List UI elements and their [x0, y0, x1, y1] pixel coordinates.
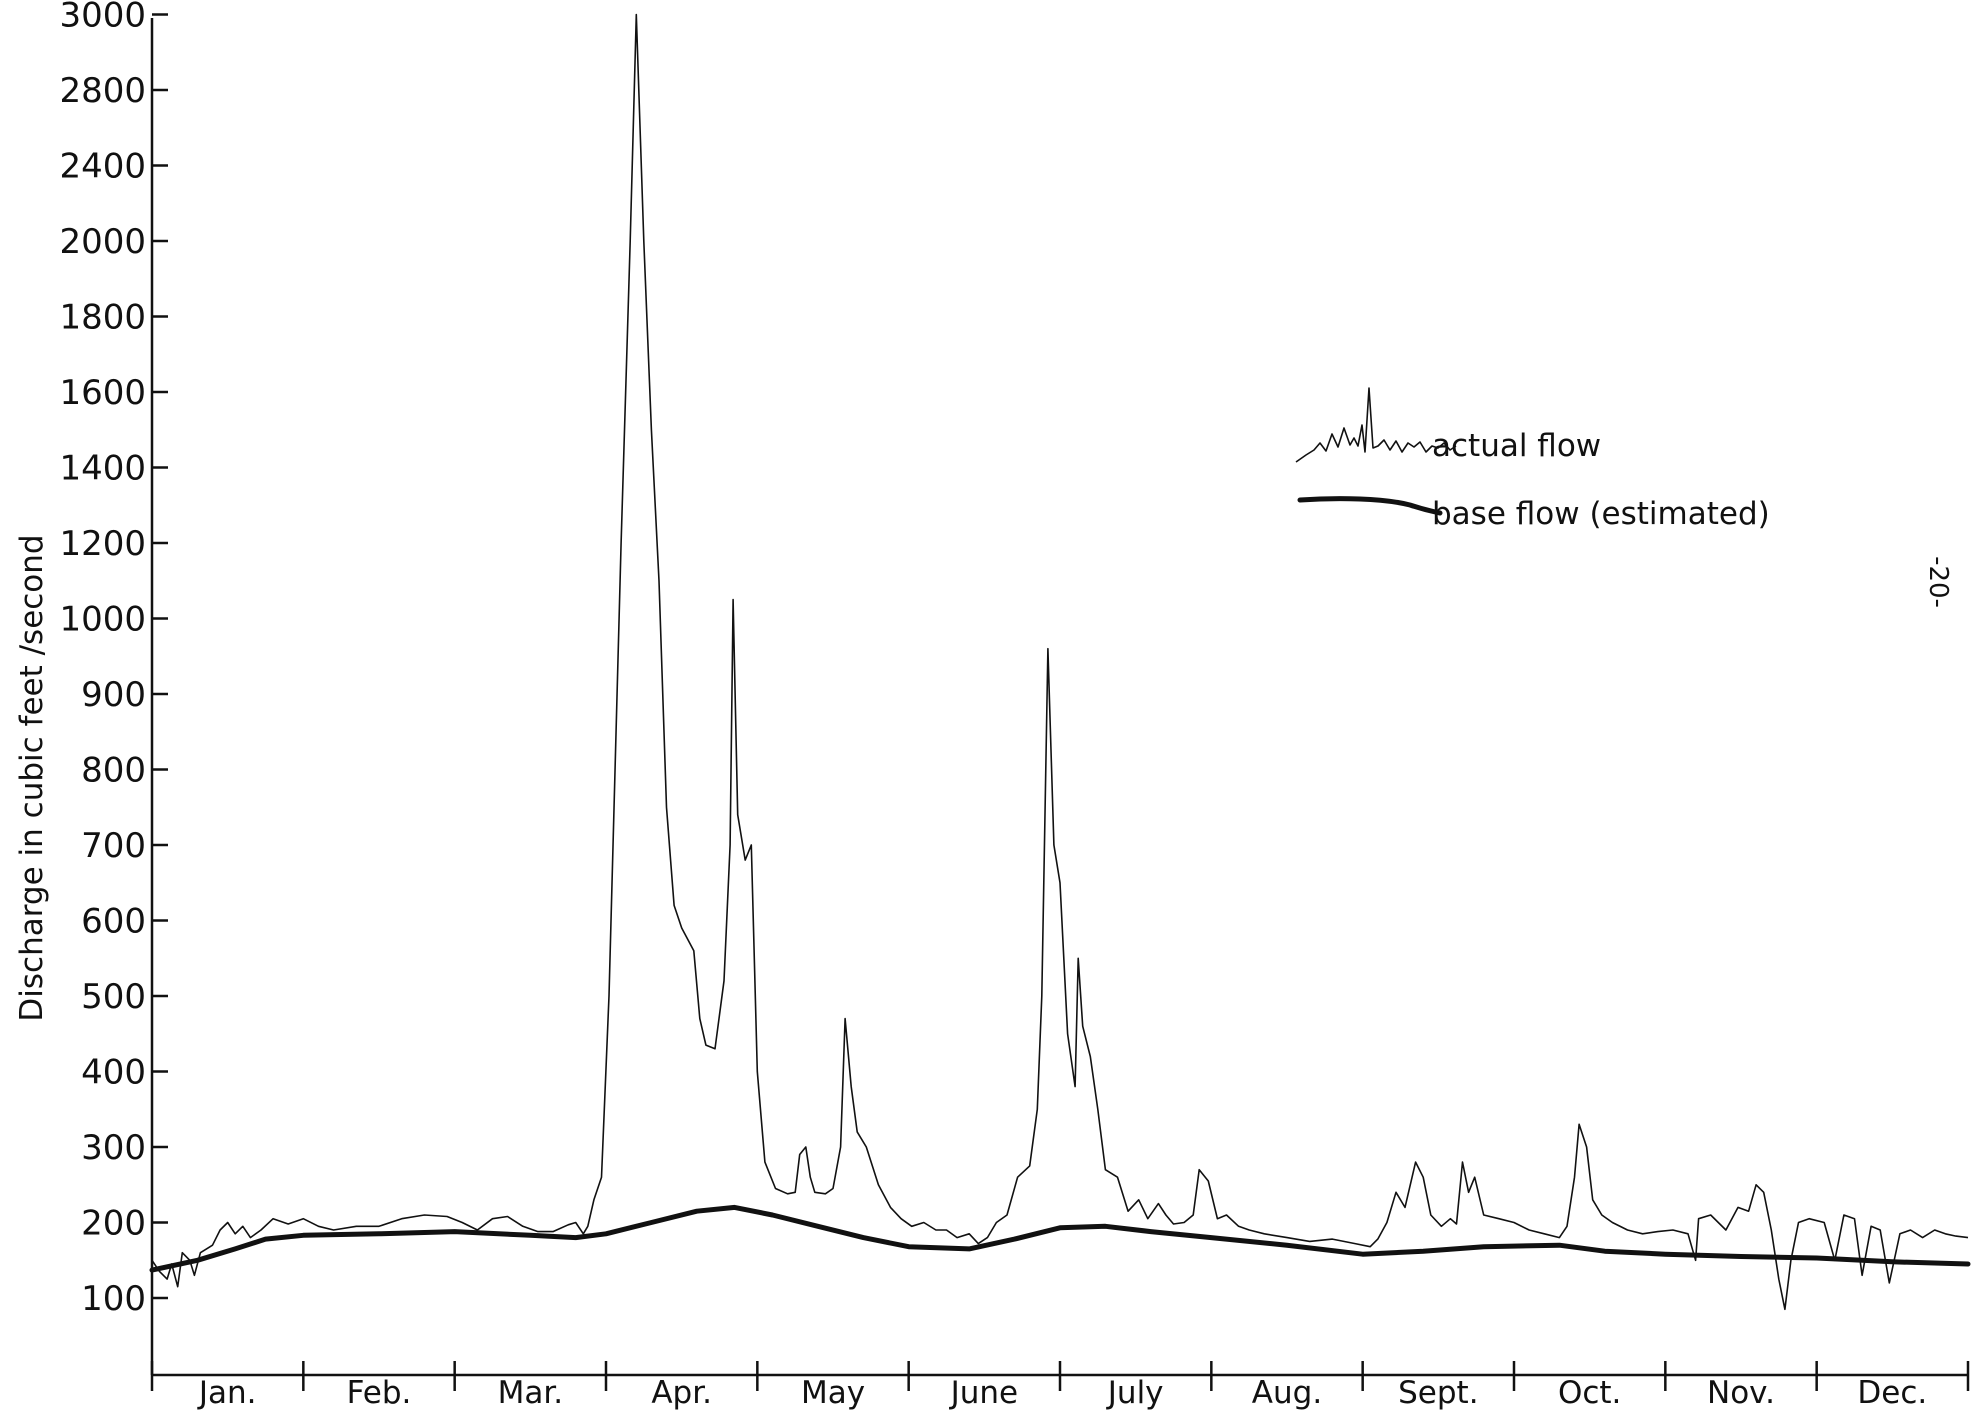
legend-base-flow-label: base flow (estimated)	[1432, 496, 1770, 532]
month-label-6: June	[949, 1375, 1019, 1411]
month-label-3: Mar.	[498, 1375, 564, 1411]
page-number: -20-	[1923, 556, 1953, 608]
y-tick-label-1000: 1000	[59, 600, 146, 640]
y-ticks: 100 200 300 400 500 600 700 800 900 1000 1200 1400 1…	[59, 0, 168, 1319]
y-tick-label-100: 100	[81, 1279, 146, 1319]
series-layer	[149, 13, 1971, 1311]
y-tick-label-200: 200	[81, 1204, 146, 1244]
y-tick-label-2400: 2400	[59, 147, 146, 187]
y-tick-label-900: 900	[81, 675, 146, 715]
y-tick-label-600: 600	[81, 902, 146, 942]
month-label-5: May	[801, 1375, 865, 1411]
y-tick-label-1400: 1400	[59, 449, 146, 489]
y-axis-title: Discharge in cubic feet /second	[14, 534, 50, 1021]
month-label-4: Apr.	[651, 1375, 712, 1411]
y-axis: 100 200 300 400 500 600 700 800 900 1000 1200 1400 1…	[59, 0, 168, 1375]
x-ticks: Jan. Feb. Mar. Apr. May June July Aug. Sept. Oct.…	[150, 1361, 1970, 1411]
base-flow-line	[149, 1204, 1971, 1273]
y-tick-label-1800: 1800	[59, 298, 146, 338]
y-tick-label-700: 700	[81, 826, 146, 866]
month-label-2: Feb.	[347, 1375, 412, 1411]
month-label-10: Oct.	[1558, 1375, 1621, 1411]
legend: actual flow base flow (estimated)	[1295, 387, 1770, 532]
y-tick-label-1600: 1600	[59, 373, 146, 413]
y-tick-label-400: 400	[81, 1053, 146, 1093]
x-axis: Jan. Feb. Mar. Apr. May June July Aug. Sept. Oct.…	[150, 1361, 1970, 1411]
month-label-1: Jan.	[197, 1375, 257, 1411]
y-tick-label-2800: 2800	[59, 71, 146, 111]
month-label-9: Sept.	[1398, 1375, 1478, 1411]
month-label-12: Dec.	[1857, 1375, 1927, 1411]
y-tick-label-3000: 3000	[59, 0, 146, 36]
legend-base-flow-sample	[1297, 496, 1443, 516]
actual-flow-line	[151, 13, 1969, 1311]
y-tick-label-500: 500	[81, 977, 146, 1017]
legend-actual-flow-sample	[1295, 387, 1457, 463]
y-tick-label-1200: 1200	[59, 524, 146, 564]
y-tick-label-2000: 2000	[59, 222, 146, 262]
y-tick-label-300: 300	[81, 1128, 146, 1168]
y-tick-label-800: 800	[81, 751, 146, 791]
month-label-11: Nov.	[1707, 1375, 1775, 1411]
month-label-7: July	[1106, 1375, 1164, 1411]
legend-actual-flow-label: actual flow	[1432, 428, 1601, 464]
month-label-8: Aug.	[1252, 1375, 1322, 1411]
